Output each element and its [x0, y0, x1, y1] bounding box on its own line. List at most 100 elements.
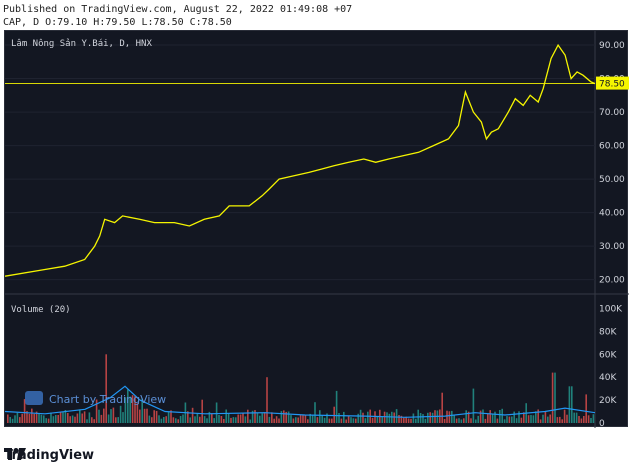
- volume-bar: [547, 416, 549, 423]
- volume-bar: [74, 416, 76, 423]
- volume-bar: [412, 413, 415, 423]
- volume-bar: [290, 415, 292, 423]
- volume-bar: [100, 414, 103, 423]
- price-y-tick-label: 90.00: [599, 41, 625, 51]
- volume-bar: [407, 418, 410, 423]
- volume-bar: [297, 417, 299, 423]
- volume-bar: [163, 417, 165, 423]
- volume-bar: [26, 411, 28, 423]
- volume-bar: [347, 416, 350, 423]
- volume-bar: [455, 418, 458, 423]
- volume-bar: [220, 416, 223, 423]
- volume-bar: [427, 412, 429, 423]
- volume-bar: [398, 415, 400, 423]
- chart-svg[interactable]: 90.0080.0070.0060.0050.0040.0030.0020.00…: [5, 31, 629, 428]
- volume-bar: [285, 411, 287, 423]
- chart-panel[interactable]: 90.0080.0070.0060.0050.0040.0030.0020.00…: [4, 30, 629, 428]
- volume-bar: [518, 411, 520, 423]
- last-price-tag: [596, 76, 629, 90]
- volume-bar: [86, 419, 88, 423]
- volume-bar: [151, 417, 153, 423]
- volume-bar: [239, 414, 242, 423]
- volume-bar: [292, 418, 295, 423]
- volume-bar: [47, 418, 50, 423]
- volume-bar: [451, 410, 453, 423]
- volume-bar: [465, 410, 467, 423]
- volume-bar: [136, 403, 139, 423]
- volume-bar: [520, 417, 523, 423]
- volume-y-tick-label: 60K: [599, 350, 617, 360]
- volume-bar: [321, 415, 323, 423]
- volume-bar: [242, 413, 244, 423]
- volume-bar: [302, 415, 304, 423]
- volume-bar: [206, 418, 208, 423]
- volume-bar: [196, 413, 199, 423]
- volume-bar: [340, 418, 343, 423]
- ohlc-line: CAP, D O:79.10 H:79.50 L:78.50 C:78.50: [3, 17, 232, 28]
- volume-bar: [487, 413, 489, 423]
- price-y-tick-label: 50.00: [599, 175, 625, 185]
- volume-bar: [316, 417, 319, 423]
- volume-bar: [117, 417, 119, 423]
- volume-bar: [124, 397, 127, 423]
- volume-bar: [227, 414, 230, 423]
- volume-bar: [357, 413, 359, 423]
- volume-bar: [494, 411, 496, 423]
- volume-bar: [119, 405, 122, 423]
- volume-bar: [215, 402, 218, 423]
- volume-bar: [122, 412, 124, 423]
- volume-bar: [307, 419, 309, 423]
- volume-bar: [139, 409, 141, 423]
- volume-bar: [115, 417, 117, 423]
- volume-bar: [530, 415, 532, 423]
- volume-bar: [499, 410, 501, 423]
- volume-bar: [460, 419, 463, 423]
- volume-bar: [218, 415, 220, 423]
- volume-bar: [69, 416, 71, 423]
- volume-bar: [537, 409, 539, 423]
- volume-bar: [45, 418, 47, 423]
- volume-bar: [201, 399, 203, 423]
- volume-bar: [177, 419, 179, 423]
- volume-bar: [405, 416, 407, 423]
- volume-bar: [160, 418, 163, 423]
- volume-bar: [561, 419, 563, 423]
- volume-bar: [112, 407, 115, 423]
- volume-bar: [453, 414, 455, 423]
- volume-bar: [333, 406, 335, 423]
- volume-bar: [59, 411, 62, 423]
- volume-bar: [271, 412, 273, 423]
- volume-bar: [14, 415, 16, 423]
- volume-bar: [287, 411, 290, 423]
- volume-bar: [463, 418, 465, 423]
- volume-bar: [511, 416, 513, 423]
- volume-bar: [225, 409, 227, 423]
- price-y-tick-label: 60.00: [599, 142, 625, 152]
- volume-bar: [489, 410, 491, 423]
- published-line: Published on TradingView.com, August 22,…: [3, 4, 353, 15]
- volume-bar: [235, 417, 237, 423]
- volume-bar: [309, 413, 311, 423]
- volume-bar: [23, 399, 26, 423]
- volume-bar: [345, 419, 347, 423]
- volume-bar: [403, 417, 405, 423]
- volume-bar: [134, 396, 136, 423]
- volume-bar: [304, 414, 307, 423]
- volume-bar: [213, 418, 215, 423]
- volume-pane-title: Volume (20): [11, 305, 71, 315]
- volume-bar: [544, 411, 547, 423]
- volume-y-tick-label: 80K: [599, 327, 617, 337]
- volume-bar: [187, 411, 189, 423]
- volume-bar: [232, 417, 235, 423]
- volume-bar: [566, 414, 568, 423]
- volume-bar: [424, 418, 427, 423]
- volume-bar: [21, 413, 23, 423]
- volume-bar: [244, 416, 247, 423]
- volume-bar: [374, 411, 376, 423]
- volume-bar: [259, 415, 261, 423]
- volume-bar: [76, 413, 79, 423]
- volume-bar: [556, 417, 559, 423]
- volume-bar: [103, 408, 105, 423]
- volume-bar: [571, 386, 573, 423]
- volume-y-tick-label: 40K: [599, 373, 617, 383]
